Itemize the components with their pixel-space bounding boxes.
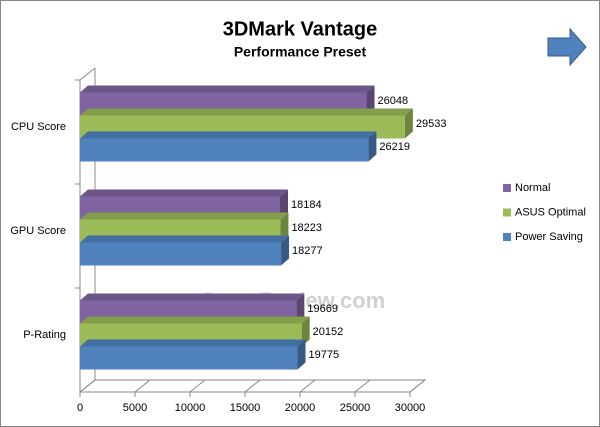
- next-arrow[interactable]: [547, 27, 587, 67]
- x-tick-label: 25000: [340, 402, 371, 414]
- bar-top: [80, 108, 413, 116]
- chart-title: 3DMark Vantage: [223, 18, 378, 40]
- bar: [80, 346, 298, 370]
- x-tick: [189, 379, 206, 393]
- y-tick-label: CPU Score: [11, 121, 66, 133]
- x-tick: [299, 379, 316, 393]
- bar: [80, 242, 282, 266]
- bar-side: [280, 189, 289, 220]
- legend-label: Normal: [515, 182, 550, 194]
- x-tick-label: 15000: [230, 402, 261, 414]
- bar-top: [80, 293, 305, 301]
- x-tick-label: 0: [77, 402, 83, 414]
- bar-top: [80, 212, 289, 220]
- bar-side: [281, 235, 290, 266]
- bar-side: [280, 212, 289, 243]
- value-label: 20152: [313, 326, 344, 338]
- value-label: 18277: [292, 245, 323, 257]
- bar-side: [404, 108, 413, 139]
- x-tick-label: 10000: [175, 402, 206, 414]
- value-label: 18223: [291, 222, 322, 234]
- x-tick-label: 30000: [395, 402, 426, 414]
- bar-top: [80, 189, 289, 197]
- bar-top: [80, 235, 290, 243]
- y-tick-label: GPU Score: [10, 225, 66, 237]
- value-label: 26048: [378, 95, 409, 107]
- legend-label: ASUS Optimal: [515, 206, 586, 218]
- value-label: 18184: [291, 199, 322, 211]
- x-tick-label: 20000: [285, 402, 316, 414]
- bar-top: [80, 339, 306, 347]
- bar: [80, 138, 369, 162]
- bar-top: [80, 85, 375, 93]
- x-tick: [79, 379, 96, 393]
- value-label: 19775: [309, 349, 340, 361]
- legend-label: Power Saving: [515, 231, 583, 243]
- bar-side: [301, 316, 310, 347]
- bar-side: [297, 339, 306, 370]
- value-label: 26219: [379, 141, 410, 153]
- bar-side: [366, 85, 375, 116]
- x-tick: [244, 379, 261, 393]
- legend-swatch: [503, 208, 511, 217]
- value-label: 19669: [307, 303, 338, 315]
- chart-subtitle: Performance Preset: [234, 44, 367, 60]
- bar-side: [368, 131, 377, 162]
- value-label: 29533: [416, 118, 447, 130]
- bar-side: [296, 293, 305, 324]
- y-tick-label: P-Rating: [23, 329, 66, 341]
- x-tick: [354, 379, 371, 393]
- bar-top: [80, 316, 310, 324]
- x-tick: [409, 379, 426, 393]
- x-tick-label: 5000: [123, 402, 147, 414]
- x-tick: [134, 379, 151, 393]
- bar-top: [80, 131, 377, 139]
- legend-swatch: [503, 184, 511, 192]
- legend-swatch: [503, 233, 511, 241]
